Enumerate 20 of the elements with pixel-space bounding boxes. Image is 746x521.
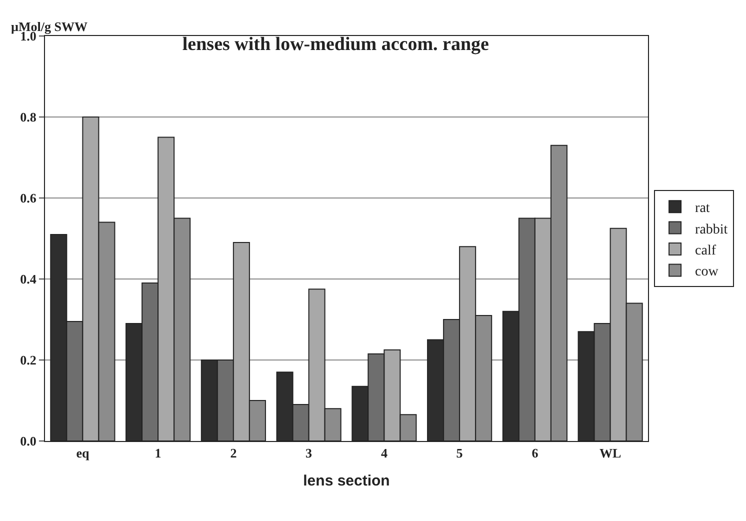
y-tick-label: 0.6	[20, 190, 37, 206]
y-tick-label: 0.4	[20, 272, 37, 287]
legend-label: rat	[695, 201, 710, 216]
x-axis-title: lens section	[303, 472, 390, 490]
x-tick-label: eq	[76, 446, 90, 461]
y-tick-label: 0.2	[20, 352, 36, 368]
y-tick-label: 0.0	[20, 434, 36, 449]
legend-label: rabbit	[695, 222, 728, 238]
y-axis-title: µMol/g SWW	[11, 19, 88, 34]
x-tick-label: 4	[380, 446, 388, 461]
x-tick-label: WL	[599, 446, 622, 461]
legend-label: cow	[695, 264, 720, 280]
x-tick-label: 6	[532, 446, 539, 461]
x-tick-label: 1	[154, 446, 162, 461]
legend-label: calf	[695, 243, 716, 258]
y-tick-label: 0.8	[20, 110, 37, 125]
x-tick-label: 5	[456, 446, 464, 461]
chart-title: lenses with low-medium accom. range	[182, 34, 490, 55]
x-tick-label: 3	[306, 446, 313, 461]
x-tick-label: 2	[230, 446, 237, 461]
